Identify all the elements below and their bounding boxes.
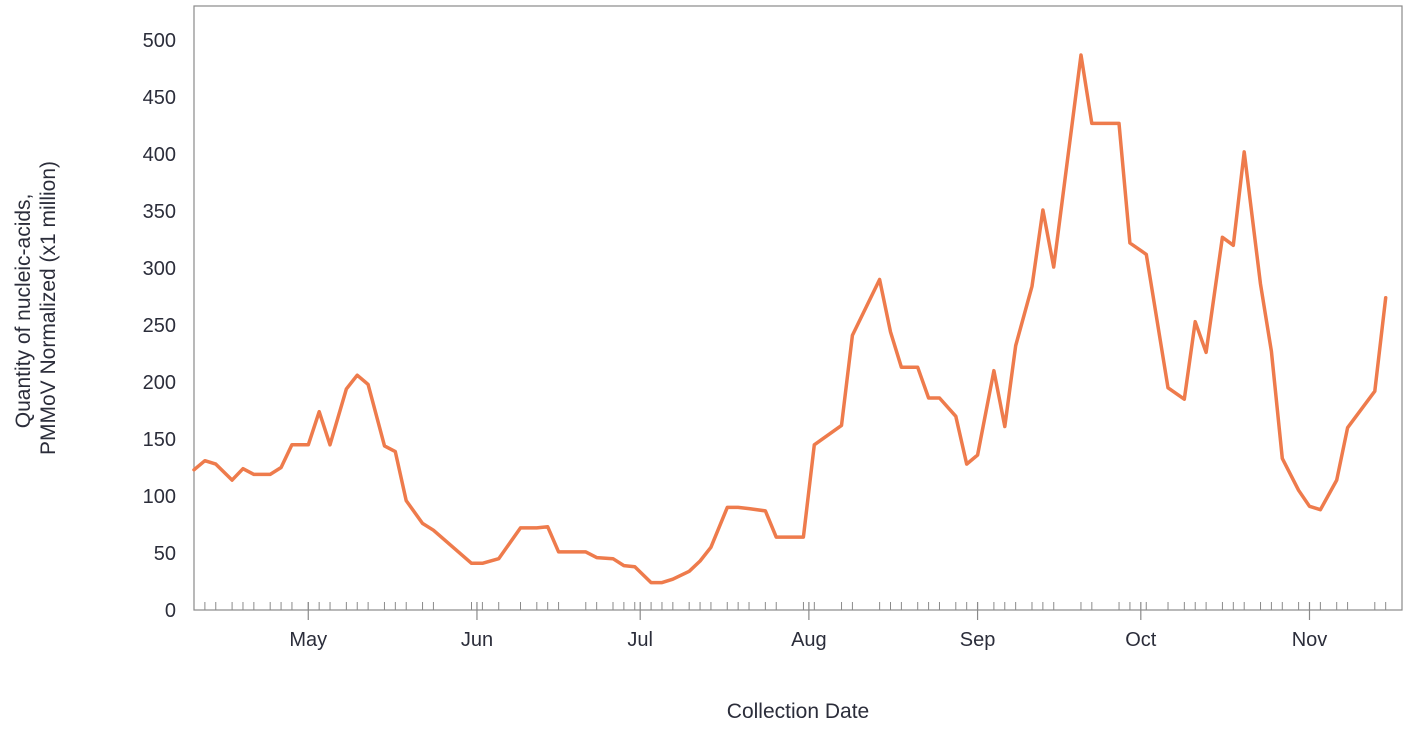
- x-axis-title: Collection Date: [727, 700, 869, 723]
- x-tick-label: Aug: [791, 629, 827, 651]
- plot-area: [193, 5, 1403, 611]
- y-axis-title: Quantity of nucleic-acids, PMMoV Normali…: [12, 161, 60, 455]
- x-axis: May Jun Jul Aug Sep Oct Nov: [289, 602, 1327, 651]
- x-axis-minor-ticks: [193, 602, 1387, 610]
- y-tick-label: 350: [143, 201, 176, 223]
- x-tick-label: Jun: [461, 629, 493, 651]
- y-tick-label: 200: [143, 372, 176, 394]
- series-layer: [192, 53, 1388, 585]
- y-axis-title-line-2: PMMoV Normalized (x1 million): [37, 161, 60, 455]
- y-tick-label: 500: [143, 30, 176, 52]
- y-tick-label: 400: [143, 144, 176, 166]
- x-tick-label: Oct: [1125, 629, 1157, 651]
- y-tick-label: 50: [154, 543, 176, 565]
- y-tick-label: 300: [143, 258, 176, 280]
- x-tick-label: May: [289, 629, 327, 651]
- y-tick-label: 250: [143, 315, 176, 337]
- x-tick-label: Sep: [960, 629, 996, 651]
- x-tick-label: Nov: [1292, 629, 1328, 651]
- y-axis-title-line-1: Quantity of nucleic-acids,: [12, 194, 35, 429]
- y-tick-label: 150: [143, 429, 176, 451]
- y-tick-label: 100: [143, 486, 176, 508]
- y-axis: 0 50 100 150 200 250 300 350 400 450 500: [143, 30, 176, 622]
- y-tick-label: 0: [165, 600, 176, 622]
- x-tick-label: Jul: [627, 629, 653, 651]
- series-line: [192, 53, 1388, 585]
- y-tick-label: 450: [143, 87, 176, 109]
